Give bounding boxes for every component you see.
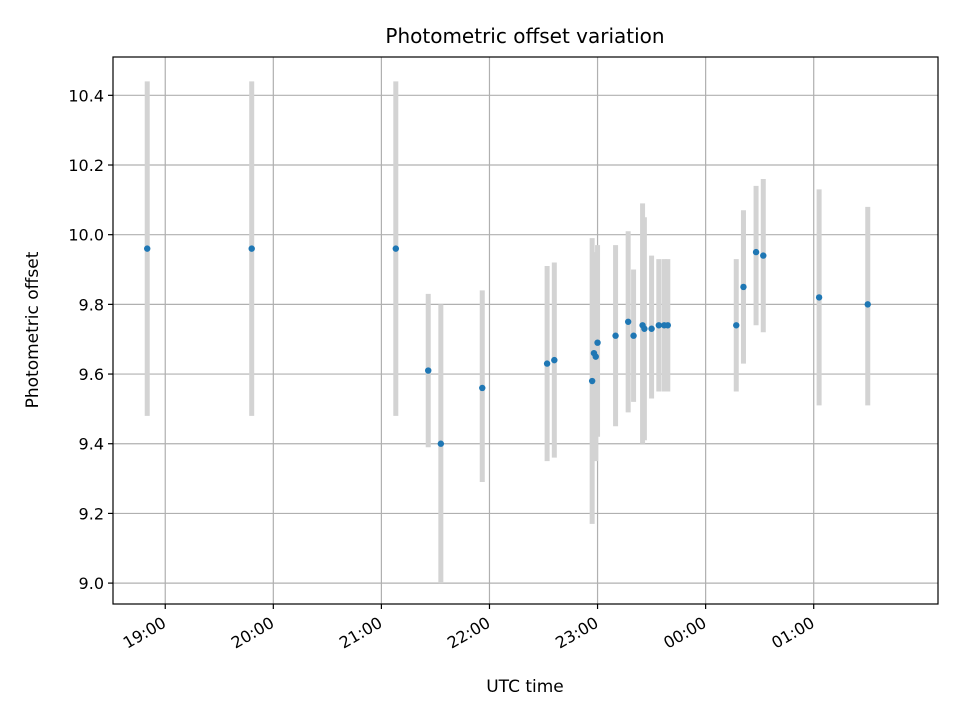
- y-tick-label: 9.2: [79, 504, 104, 523]
- data-point: [815, 294, 823, 301]
- data-point: [437, 440, 445, 447]
- data-point: [588, 377, 596, 385]
- data-point: [740, 283, 747, 291]
- plot-area-frame: [112, 56, 939, 605]
- data-point: [248, 245, 255, 252]
- y-tick-label: 10.4: [68, 86, 104, 105]
- data-point: [752, 248, 760, 256]
- data-point: [760, 252, 767, 259]
- data-point: [594, 339, 601, 346]
- y-tick-label: 10.0: [68, 226, 104, 245]
- grid-lines: [113, 57, 938, 604]
- data-point: [392, 245, 400, 252]
- data-point: [612, 332, 619, 339]
- data-point: [664, 322, 672, 329]
- data-points: [144, 245, 871, 447]
- data-point: [592, 353, 599, 360]
- data-point: [543, 360, 551, 367]
- y-tick-label: 9.8: [79, 295, 104, 314]
- y-axis-label: Photometric offset: [23, 251, 43, 408]
- data-point: [655, 322, 662, 329]
- data-point: [551, 356, 558, 364]
- data-point: [479, 384, 486, 392]
- chart-title: Photometric offset variation: [385, 24, 664, 48]
- data-point: [144, 245, 151, 252]
- data-point: [864, 301, 871, 308]
- y-tick-label: 9.4: [79, 435, 104, 454]
- data-point: [641, 325, 648, 332]
- data-point: [630, 332, 637, 339]
- x-axis-label: UTC time: [486, 677, 564, 697]
- data-point: [648, 325, 655, 332]
- y-tick-label: 10.2: [68, 156, 104, 175]
- y-tick-label: 9.6: [79, 365, 104, 384]
- data-point: [624, 318, 632, 325]
- data-point: [733, 322, 740, 329]
- y-tick-label: 9.0: [79, 574, 104, 593]
- data-point: [425, 367, 432, 374]
